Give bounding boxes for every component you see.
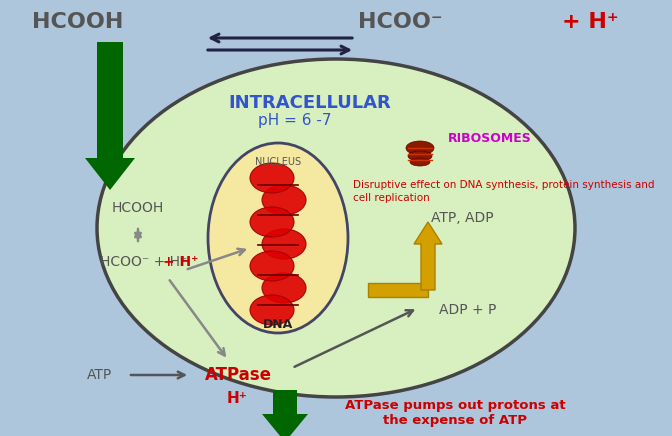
Text: HCOOH: HCOOH bbox=[32, 12, 124, 32]
Ellipse shape bbox=[262, 273, 306, 303]
Text: RIBOSOMES: RIBOSOMES bbox=[448, 132, 532, 144]
Ellipse shape bbox=[406, 141, 434, 155]
Ellipse shape bbox=[262, 229, 306, 259]
FancyArrow shape bbox=[368, 283, 428, 297]
Text: ATPase: ATPase bbox=[204, 366, 271, 384]
Ellipse shape bbox=[408, 151, 432, 161]
Ellipse shape bbox=[410, 158, 430, 166]
Text: + H⁺: + H⁺ bbox=[562, 12, 618, 32]
FancyArrow shape bbox=[414, 222, 442, 290]
Text: ATP: ATP bbox=[87, 368, 113, 382]
Text: the expense of ATP: the expense of ATP bbox=[383, 413, 527, 426]
FancyArrow shape bbox=[262, 390, 308, 436]
Text: pH = 6 -7: pH = 6 -7 bbox=[258, 112, 332, 127]
Text: ADP + P: ADP + P bbox=[439, 303, 497, 317]
Text: DNA: DNA bbox=[263, 317, 293, 330]
Text: + H⁺: + H⁺ bbox=[163, 255, 198, 269]
Text: HCOO⁻: HCOO⁻ bbox=[358, 12, 442, 32]
Ellipse shape bbox=[250, 163, 294, 193]
Ellipse shape bbox=[208, 143, 348, 333]
Text: cell replication: cell replication bbox=[353, 193, 430, 203]
Text: ATPase pumps out protons at: ATPase pumps out protons at bbox=[345, 399, 565, 412]
Text: Disruptive effect on DNA synthesis, protein synthesis and: Disruptive effect on DNA synthesis, prot… bbox=[353, 180, 655, 190]
Text: ATP, ADP: ATP, ADP bbox=[431, 211, 493, 225]
Text: H⁺: H⁺ bbox=[226, 391, 247, 405]
Ellipse shape bbox=[262, 185, 306, 215]
Ellipse shape bbox=[250, 251, 294, 281]
Text: HCOO⁻ + H⁺: HCOO⁻ + H⁺ bbox=[100, 255, 187, 269]
Ellipse shape bbox=[97, 59, 575, 397]
Text: INTRACELLULAR: INTRACELLULAR bbox=[228, 94, 391, 112]
Ellipse shape bbox=[250, 295, 294, 325]
FancyArrow shape bbox=[85, 42, 135, 190]
Text: HCOOH: HCOOH bbox=[112, 201, 164, 215]
Text: NUCLEUS: NUCLEUS bbox=[255, 157, 301, 167]
Ellipse shape bbox=[250, 207, 294, 237]
